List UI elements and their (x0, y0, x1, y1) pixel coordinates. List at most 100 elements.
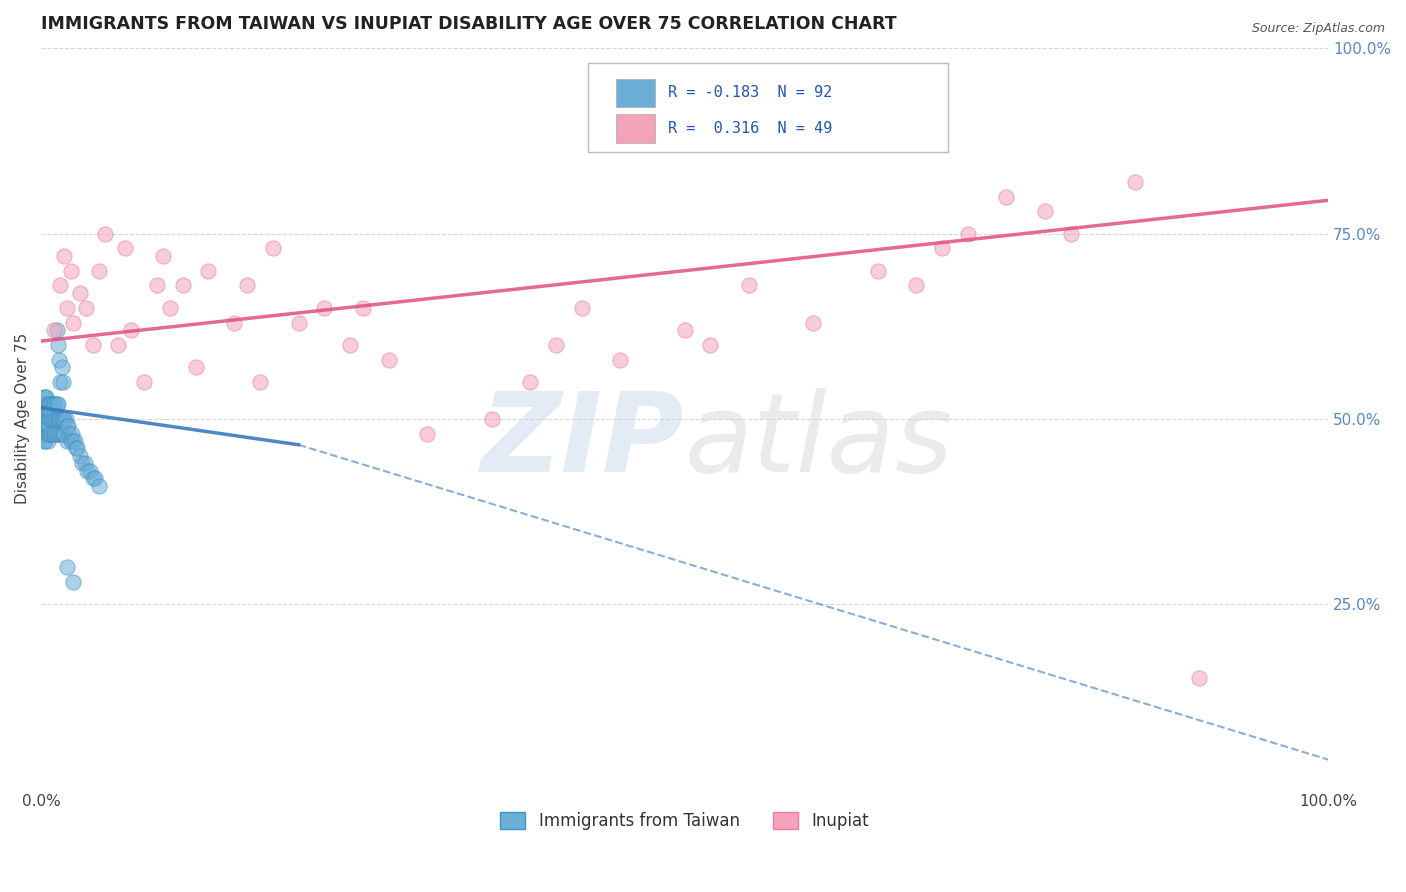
Point (314, 301, 336, 315)
Point (65, 442, 87, 456)
Point (59, 263, 82, 277)
Point (34, 397, 56, 411)
Point (44, 412, 66, 426)
Point (94, 227, 117, 241)
Point (31, 412, 53, 426)
Point (152, 249, 174, 263)
Point (41, 426, 63, 441)
Point (62, 316, 84, 330)
Point (75, 301, 97, 315)
Point (53, 249, 76, 263)
Text: R = -0.183  N = 92: R = -0.183 N = 92 (668, 86, 832, 101)
Point (51, 359, 73, 374)
Point (35, 404, 58, 418)
Point (42, 404, 65, 418)
Point (53, 412, 76, 426)
Legend: Immigrants from Taiwan, Inupiat: Immigrants from Taiwan, Inupiat (494, 805, 876, 837)
Point (377, 352, 399, 367)
Point (37, 426, 59, 441)
Point (32, 390, 55, 404)
Point (35, 426, 58, 441)
Point (48, 412, 70, 426)
Point (35, 412, 58, 426)
Point (34, 390, 56, 404)
Point (32, 412, 55, 426)
Point (132, 375, 155, 389)
Point (34, 419, 56, 434)
Point (738, 278, 761, 293)
Point (544, 337, 567, 351)
Point (39, 397, 62, 411)
Point (1033, 204, 1056, 219)
Point (34, 434, 56, 448)
Point (35, 390, 58, 404)
Point (34, 426, 56, 441)
Point (159, 301, 181, 315)
Text: ZIP: ZIP (481, 387, 685, 494)
Point (45, 412, 67, 426)
Point (114, 242, 136, 256)
Text: R =  0.316  N = 49: R = 0.316 N = 49 (668, 121, 832, 136)
Point (41, 426, 63, 441)
Point (35, 397, 58, 411)
Point (41, 412, 63, 426)
Point (56, 560, 79, 574)
Point (58, 426, 80, 441)
Point (41, 412, 63, 426)
Point (34, 412, 56, 426)
Point (120, 323, 142, 337)
Point (37, 419, 59, 434)
Point (56, 419, 79, 434)
Point (416, 426, 439, 441)
Point (45, 323, 67, 337)
Point (84, 471, 107, 485)
Point (46, 397, 69, 411)
Point (79, 464, 101, 478)
Y-axis label: Disability Age Over 75: Disability Age Over 75 (15, 334, 30, 505)
Point (197, 263, 219, 277)
Point (42, 397, 65, 411)
Point (39, 404, 62, 418)
Point (37, 412, 59, 426)
Point (249, 375, 271, 389)
Point (49, 426, 72, 441)
Point (995, 189, 1018, 203)
Point (56, 301, 79, 315)
Point (38, 397, 60, 411)
Point (52, 426, 75, 441)
Point (42, 412, 65, 426)
Point (224, 316, 246, 330)
Point (1060, 227, 1083, 241)
Point (38, 404, 60, 418)
Point (352, 301, 374, 315)
Point (49, 278, 72, 293)
Point (42, 426, 65, 441)
Point (62, 434, 84, 448)
Point (31, 426, 53, 441)
Point (87, 263, 110, 277)
Point (956, 227, 979, 241)
Point (53, 426, 76, 441)
Text: Source: ZipAtlas.com: Source: ZipAtlas.com (1251, 22, 1385, 36)
FancyBboxPatch shape (616, 78, 655, 107)
Point (931, 242, 953, 256)
Point (37, 434, 59, 448)
Point (32, 419, 55, 434)
Point (60, 426, 83, 441)
Point (801, 316, 824, 330)
Point (76, 464, 98, 478)
Point (82, 471, 104, 485)
Point (73, 456, 96, 470)
Point (49, 412, 72, 426)
Point (38, 426, 60, 441)
Point (59, 434, 82, 448)
Point (31, 397, 53, 411)
Point (48, 352, 70, 367)
Point (45, 426, 67, 441)
Point (41, 397, 63, 411)
Point (87, 478, 110, 492)
Point (37, 397, 59, 411)
Point (262, 242, 284, 256)
Point (39, 412, 62, 426)
Text: IMMIGRANTS FROM TAIWAN VS INUPIAT DISABILITY AGE OVER 75 CORRELATION CHART: IMMIGRANTS FROM TAIWAN VS INUPIAT DISABI… (41, 15, 897, 33)
